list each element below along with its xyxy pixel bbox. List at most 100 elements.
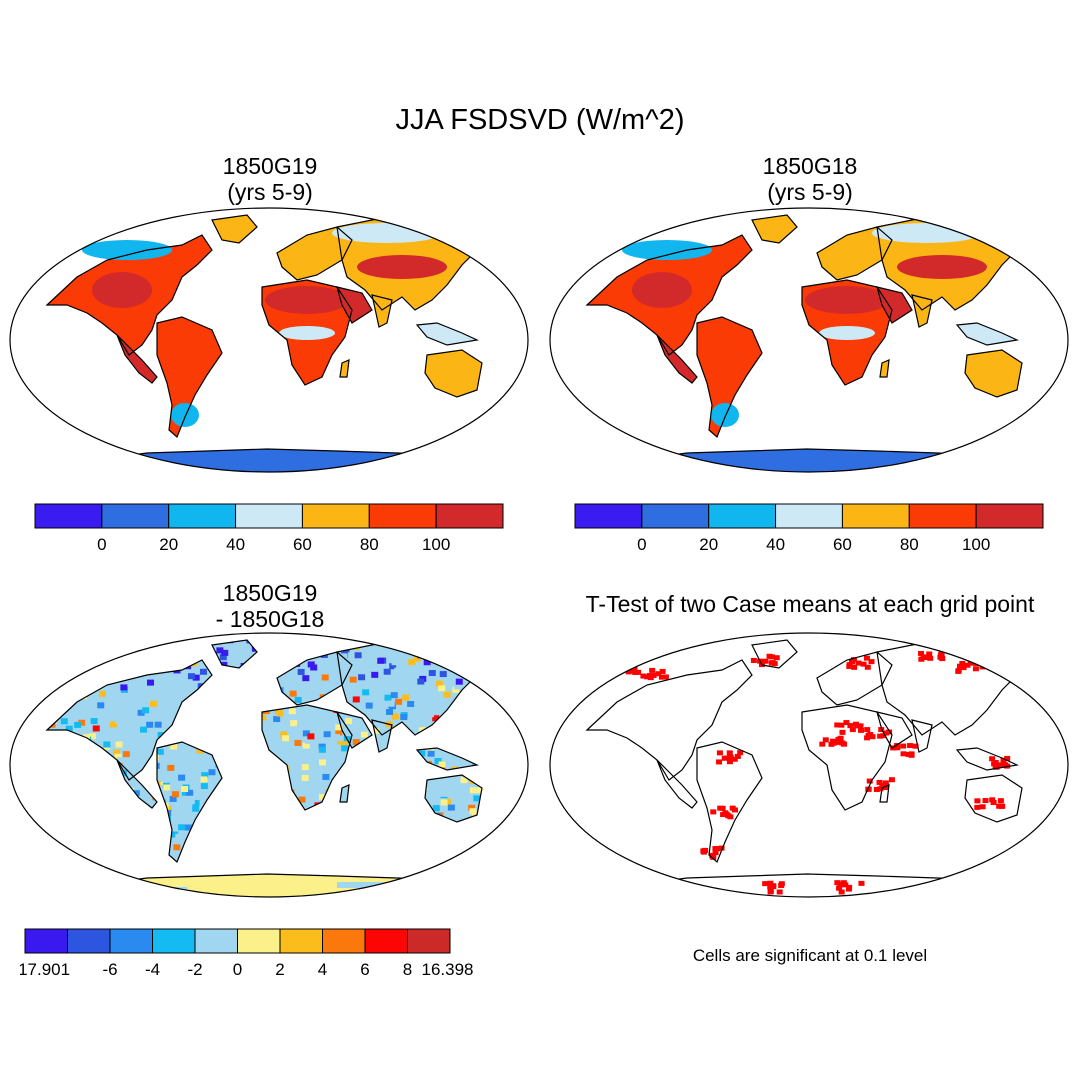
colorbar-box [435, 503, 504, 529]
significant-cell [838, 889, 845, 895]
speckle-cell [491, 686, 498, 692]
speckle-cell [103, 741, 111, 748]
speckle-cell [20, 686, 27, 692]
significant-cell [658, 883, 665, 889]
speckle-cell [488, 655, 495, 661]
speckle-cell [502, 688, 509, 694]
speckle-cell [175, 833, 183, 840]
speckle-cell [176, 761, 184, 768]
speckle-cell [147, 640, 155, 643]
speckle-cell [418, 750, 426, 757]
speckle-cell [505, 634, 512, 640]
speckle-cell [109, 744, 117, 751]
significant-cell [665, 886, 672, 892]
colorbar-box [708, 503, 777, 529]
speckle-cell [325, 653, 333, 660]
speckle-cell [313, 796, 321, 803]
significant-cell [873, 786, 880, 792]
land-centralAmerica [117, 760, 157, 808]
significant-cell [614, 669, 621, 675]
significant-cell [734, 753, 741, 759]
speckle-cell [22, 645, 29, 651]
speckle-cell [507, 705, 514, 711]
speckle-cell [12, 679, 19, 685]
coastline-greenland [751, 639, 798, 669]
speckle-cell [83, 640, 91, 643]
speckle-cell [102, 652, 110, 659]
significant-cell [659, 668, 666, 674]
speckle-cell [181, 789, 189, 796]
significant-cell [662, 886, 669, 892]
equatorial-africa-region [819, 326, 875, 340]
speckle-cell [57, 719, 65, 726]
speckle-cell [400, 640, 408, 644]
speckle-cell [259, 714, 267, 721]
significant-cell [927, 655, 934, 661]
significant-cell [666, 884, 673, 890]
speckle-cell [472, 658, 480, 665]
speckle-cell [446, 640, 454, 641]
speckle-cell [509, 683, 516, 689]
speckle-cell [169, 709, 177, 716]
panel-title-ttest: T-Test of two Case means at each grid po… [585, 591, 1035, 617]
speckle-cell [290, 720, 298, 727]
significant-cell [847, 723, 854, 729]
significant-cell [997, 798, 1004, 804]
speckle-cell [149, 691, 157, 698]
antarctic-cell [337, 882, 387, 888]
coastline-centralAmerica [656, 334, 698, 384]
coastline-madagascar [879, 784, 890, 803]
north-america-hot-region [92, 272, 152, 308]
speckle-cell [427, 750, 435, 757]
significant-cell [710, 809, 717, 815]
coastline-greenland [211, 639, 258, 669]
speckle-cell [440, 799, 448, 806]
colorbar-box [168, 503, 237, 529]
speckle-cell [167, 764, 175, 771]
speckle-cell [69, 656, 77, 663]
significant-cell [819, 741, 826, 747]
speckle-cell [529, 747, 531, 753]
speckle-cell [184, 824, 192, 831]
speckle-cell [178, 774, 186, 781]
map-ttest-significance [549, 632, 1069, 898]
speckle-cell [321, 674, 329, 681]
speckle-cell [306, 753, 314, 760]
significant-cell [880, 733, 887, 739]
speckle-cell [131, 679, 139, 686]
colorbar-tick-label: 60 [293, 535, 312, 554]
speckle-cell [170, 743, 178, 750]
patagonia-region [711, 403, 739, 427]
speckle-cell [296, 724, 304, 731]
speckle-cell [51, 648, 59, 655]
speckle-cell [341, 745, 349, 752]
significant-cell [679, 882, 686, 888]
speckle-cell [47, 662, 55, 669]
speckle-cell [457, 663, 465, 670]
land-indonesia [417, 323, 477, 345]
speckle-cell [88, 644, 96, 651]
colorbar-box [368, 503, 437, 529]
speckle-cell [365, 702, 373, 709]
speckle-cell [432, 644, 440, 651]
speckle-cell [266, 729, 274, 736]
significant-cell [836, 885, 843, 891]
speckle-cell [496, 690, 503, 696]
speckle-cell [454, 866, 461, 872]
speckle-cell [298, 796, 306, 803]
speckle-cell [55, 632, 62, 638]
speckle-cell [22, 705, 29, 711]
speckle-cell [331, 651, 339, 658]
significant-cell [956, 663, 963, 669]
significant-cell [700, 849, 707, 855]
significant-cell [767, 889, 774, 895]
coastline-northAmerica [45, 659, 213, 781]
speckle-cell [289, 690, 297, 697]
colorbar-box [194, 928, 238, 954]
significant-cell [776, 889, 783, 895]
significant-cell [836, 739, 843, 745]
coastline-northAmerica [585, 234, 753, 356]
speckle-cell [499, 837, 506, 843]
significant-cell [998, 803, 1005, 809]
speckle-cell [389, 663, 397, 670]
